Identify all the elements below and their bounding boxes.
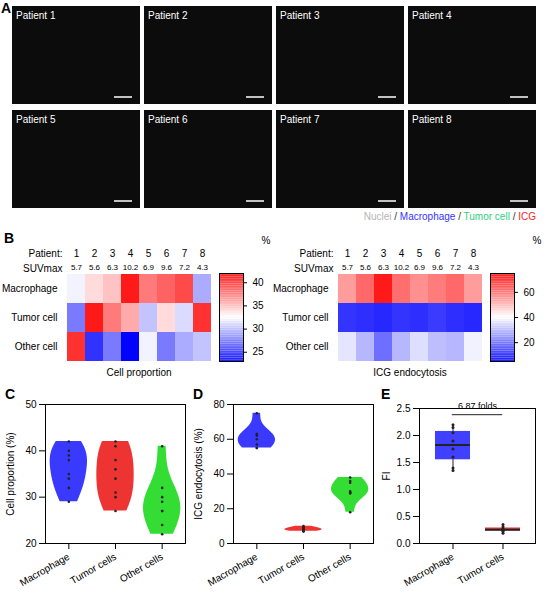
svg-text:SUVmax: SUVmax <box>294 263 333 274</box>
svg-text:5.7: 5.7 <box>342 263 354 272</box>
svg-text:20: 20 <box>213 503 225 514</box>
svg-text:Patient 5: Patient 5 <box>16 114 56 125</box>
svg-text:8: 8 <box>200 248 206 259</box>
svg-text:6: 6 <box>435 248 441 259</box>
svg-text:A: A <box>1 0 11 16</box>
svg-text:4: 4 <box>399 248 405 259</box>
svg-text:1.0: 1.0 <box>397 484 411 495</box>
svg-text:2: 2 <box>363 248 369 259</box>
svg-text:7: 7 <box>453 248 459 259</box>
svg-text:0.5: 0.5 <box>397 511 411 522</box>
svg-text:Tumor cells: Tumor cells <box>456 551 506 586</box>
svg-text:2.5: 2.5 <box>397 403 411 414</box>
svg-text:Patient 4: Patient 4 <box>412 10 452 21</box>
svg-text:0.0: 0.0 <box>397 538 411 549</box>
svg-text:4.3: 4.3 <box>468 263 480 272</box>
svg-text:2: 2 <box>92 248 98 259</box>
svg-text:20: 20 <box>524 337 536 348</box>
svg-text:Other cells: Other cells <box>306 551 353 584</box>
svg-text:6.87 folds: 6.87 folds <box>458 401 498 411</box>
svg-text:30: 30 <box>253 323 265 334</box>
svg-text:25: 25 <box>253 346 265 357</box>
svg-text:Macrophage: Macrophage <box>18 551 72 589</box>
svg-text:Other cell: Other cell <box>15 341 58 352</box>
svg-text:80: 80 <box>213 399 225 410</box>
svg-text:40: 40 <box>213 468 225 479</box>
svg-text:1: 1 <box>345 248 351 259</box>
svg-text:60: 60 <box>213 433 225 444</box>
svg-text:40: 40 <box>524 312 536 323</box>
svg-text:6.3: 6.3 <box>107 263 119 272</box>
svg-text:3: 3 <box>110 248 116 259</box>
svg-text:10.2: 10.2 <box>394 263 410 272</box>
svg-text:30: 30 <box>25 491 37 502</box>
svg-text:35: 35 <box>253 300 265 311</box>
svg-text:5.6: 5.6 <box>89 263 101 272</box>
svg-text:Cell proportion: Cell proportion <box>106 367 171 378</box>
svg-text:6.9: 6.9 <box>143 263 155 272</box>
svg-text:2.0: 2.0 <box>397 430 411 441</box>
svg-text:Nuclei / Macrophage / Tumor ce: Nuclei / Macrophage / Tumor cell / ICG <box>364 211 537 222</box>
svg-text:6.9: 6.9 <box>414 263 426 272</box>
svg-text:40: 40 <box>25 445 37 456</box>
svg-text:10.2: 10.2 <box>123 263 139 272</box>
svg-text:Patient 2: Patient 2 <box>148 10 188 21</box>
svg-text:Tumor cell: Tumor cell <box>282 312 328 323</box>
svg-text:Macrophage: Macrophage <box>402 551 456 589</box>
svg-text:50: 50 <box>25 399 37 410</box>
svg-text:8: 8 <box>471 248 477 259</box>
svg-text:4: 4 <box>128 248 134 259</box>
svg-text:9.6: 9.6 <box>161 263 173 272</box>
svg-text:6: 6 <box>164 248 170 259</box>
html-text:E: E <box>381 386 391 402</box>
svg-text:Patient:: Patient: <box>300 248 334 259</box>
svg-text:40: 40 <box>253 277 265 288</box>
svg-text:60: 60 <box>524 287 536 298</box>
svg-text:Cell proportion (%): Cell proportion (%) <box>5 432 16 515</box>
svg-text:Patient 3: Patient 3 <box>280 10 320 21</box>
svg-text:FI: FI <box>381 472 392 481</box>
svg-text:7.2: 7.2 <box>450 263 462 272</box>
svg-text:Tumor cells: Tumor cells <box>68 551 118 586</box>
svg-text:7: 7 <box>182 248 188 259</box>
svg-text:20: 20 <box>25 538 37 549</box>
svg-text:Macrophage: Macrophage <box>273 283 329 294</box>
svg-text:0: 0 <box>219 538 225 549</box>
svg-text:Macrophage: Macrophage <box>2 283 58 294</box>
svg-text:ICG endocytosis (%): ICG endocytosis (%) <box>193 428 204 520</box>
svg-text:ICG endocytosis: ICG endocytosis <box>373 367 446 378</box>
svg-text:9.6: 9.6 <box>432 263 444 272</box>
svg-text:3: 3 <box>381 248 387 259</box>
svg-text:Patient 6: Patient 6 <box>148 114 188 125</box>
svg-text:Other cell: Other cell <box>286 341 329 352</box>
svg-text:Macrophage: Macrophage <box>206 551 260 589</box>
svg-text:5.7: 5.7 <box>71 263 83 272</box>
svg-text:Other cells: Other cells <box>118 551 165 584</box>
html-text:D: D <box>193 386 204 402</box>
svg-text:SUVmax: SUVmax <box>23 263 62 274</box>
svg-text:Tumor cells: Tumor cells <box>256 551 306 586</box>
html-text:C: C <box>5 386 16 402</box>
svg-text:6.3: 6.3 <box>378 263 390 272</box>
svg-text:Tumor cell: Tumor cell <box>11 312 57 323</box>
svg-text:1: 1 <box>74 248 80 259</box>
svg-text:Patient 7: Patient 7 <box>280 114 320 125</box>
svg-text:Patient:: Patient: <box>29 248 63 259</box>
svg-text:1.5: 1.5 <box>397 457 411 468</box>
svg-text:5: 5 <box>417 248 423 259</box>
html-text:B: B <box>4 230 15 246</box>
svg-text:4.3: 4.3 <box>197 263 209 272</box>
svg-text:%: % <box>262 235 271 246</box>
svg-text:Patient 1: Patient 1 <box>16 10 56 21</box>
svg-text:Patient 8: Patient 8 <box>412 114 452 125</box>
svg-text:5: 5 <box>146 248 152 259</box>
svg-text:7.2: 7.2 <box>179 263 191 272</box>
svg-text:%: % <box>533 235 542 246</box>
svg-text:5.6: 5.6 <box>360 263 372 272</box>
